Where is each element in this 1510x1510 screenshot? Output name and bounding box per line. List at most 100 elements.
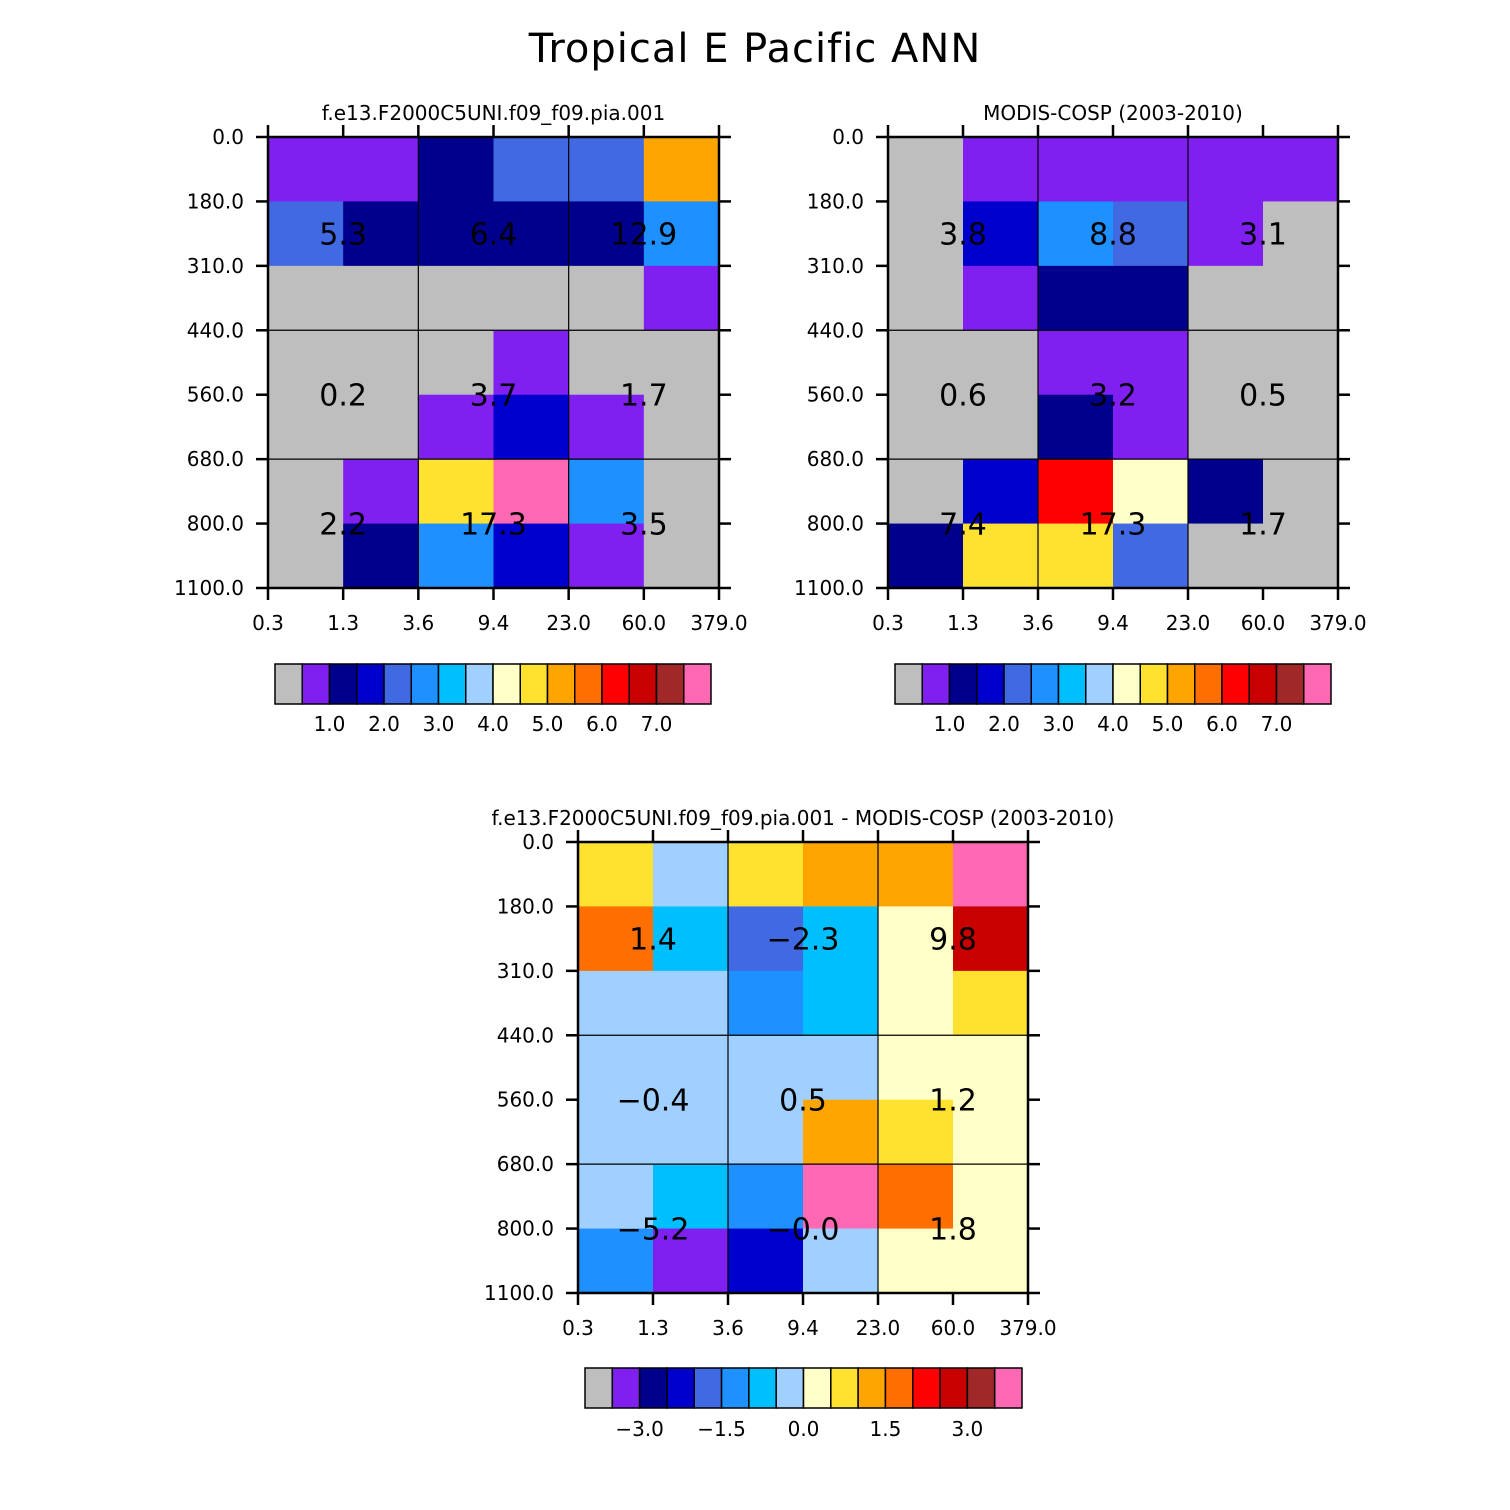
heatmap-cell — [343, 330, 419, 396]
colorbar-swatch — [519, 663, 549, 705]
heatmap-cell — [343, 201, 419, 267]
colorbar-swatch — [775, 1367, 805, 1409]
colorbar-swatch — [301, 663, 331, 705]
x-tick-label: 0.3 — [252, 611, 284, 635]
colorbar-swatch — [693, 1367, 723, 1409]
heatmap-cell — [493, 265, 570, 331]
heatmap-cell — [1113, 459, 1189, 525]
x-tick-label: 1.3 — [637, 1316, 669, 1340]
colorbar-swatch — [720, 1367, 750, 1409]
cell-value-label: 0.6 — [939, 379, 987, 414]
cell-value-label: 6.4 — [470, 218, 518, 253]
heatmap-cell — [803, 1099, 879, 1165]
cell-value-label: 0.5 — [1239, 379, 1287, 414]
colorbar-swatch — [884, 1367, 914, 1409]
colorbar-tick-label: 5.0 — [1152, 712, 1184, 736]
heatmap-cell — [653, 1099, 729, 1165]
colorbar: 1.0 2.0 3.0 4.0 5.0 6.0 7.0 — [894, 663, 1332, 736]
y-tick-label: 180.0 — [807, 189, 864, 213]
heatmap-cell — [888, 523, 964, 589]
y-tick-label: 0.0 — [212, 125, 244, 149]
heatmap-cell — [653, 842, 729, 908]
heatmap-cell — [1263, 459, 1339, 525]
cell-value-label: −0.0 — [767, 1213, 840, 1248]
y-tick-label: 680.0 — [807, 447, 864, 471]
colorbar-tick-label: 5.0 — [532, 712, 564, 736]
heatmap-cell — [493, 137, 570, 203]
y-tick-label: 680.0 — [497, 1152, 554, 1176]
heatmap-cell — [343, 459, 419, 525]
colorbar-swatch — [465, 663, 494, 705]
heatmap-cell — [343, 137, 419, 203]
colorbar-swatch — [1085, 663, 1114, 705]
panel-title: f.e13.F2000C5UNI.f09_f09.pia.001 - MODIS… — [492, 806, 1115, 830]
cell-value-label: −2.3 — [767, 923, 840, 958]
heatmap-cell — [653, 1035, 729, 1101]
y-tick-label: 560.0 — [187, 383, 244, 407]
heatmap-cell — [643, 265, 720, 331]
heatmap-cell — [1188, 330, 1264, 396]
heatmap-cell — [493, 523, 570, 589]
panel-1: f.e13.F2000C5UNI.f09_f09.pia.001 5.3 6.4 12… — [174, 101, 748, 736]
colorbar-swatch — [666, 1367, 695, 1409]
colorbar-swatch — [966, 1367, 996, 1409]
heatmap-cell — [568, 394, 645, 460]
colorbar-tick-label: 0.0 — [788, 1417, 820, 1441]
heatmap-cell — [963, 265, 1039, 331]
colorbar-tick-label: 4.0 — [477, 712, 509, 736]
heatmap-cell — [1113, 523, 1189, 589]
heatmap-cell — [1188, 201, 1264, 267]
x-tick-label: 0.3 — [562, 1316, 594, 1340]
colorbar-swatch — [1248, 663, 1278, 705]
heatmap-cell — [1038, 394, 1114, 460]
heatmap-cell — [578, 906, 654, 972]
heatmap-cell — [1188, 265, 1264, 331]
colorbar-tick-label: 1.5 — [870, 1417, 902, 1441]
colorbar-swatch — [1003, 663, 1032, 705]
heatmap-cell — [653, 906, 729, 972]
heatmap-cell — [1038, 201, 1114, 267]
x-tick-label: 60.0 — [931, 1316, 976, 1340]
heatmap-cell — [1038, 330, 1114, 396]
colorbar-swatch — [683, 663, 712, 705]
colorbar: 1.0 2.0 3.0 4.0 5.0 6.0 7.0 — [274, 663, 712, 736]
panel-title: MODIS-COSP (2003-2010) — [983, 101, 1243, 125]
heatmap-cell — [728, 906, 804, 972]
colorbar-swatch — [1112, 663, 1141, 705]
x-tick-label: 60.0 — [622, 611, 667, 635]
cell-value-label: 7.4 — [939, 508, 987, 543]
heatmap-cell — [878, 906, 954, 972]
heatmap-cell — [888, 330, 964, 396]
colorbar: −3.0 −1.5 0.0 1.5 3.0 — [584, 1367, 1023, 1441]
heatmap-cell — [888, 201, 964, 267]
cell-value-label: 5.3 — [319, 218, 367, 253]
colorbar-swatch — [574, 663, 603, 705]
heatmap-cell — [653, 1228, 729, 1294]
colorbar-swatch — [993, 1367, 1023, 1409]
x-tick-label: 60.0 — [1241, 611, 1286, 635]
heatmap-cell — [728, 970, 804, 1036]
x-tick-label: 3.6 — [402, 611, 434, 635]
y-tick-label: 800.0 — [187, 512, 244, 536]
colorbar-swatch — [492, 663, 521, 705]
heatmap-cell — [728, 1228, 804, 1294]
cell-value-label: 1.4 — [629, 923, 677, 958]
y-tick-label: 1100.0 — [794, 576, 864, 600]
figure-title: Tropical E Pacific ANN — [528, 26, 982, 72]
colorbar-swatch — [601, 663, 630, 705]
heatmap-cell — [888, 265, 964, 331]
y-tick-label: 180.0 — [187, 189, 244, 213]
y-tick-label: 310.0 — [807, 254, 864, 278]
x-tick-label: 1.3 — [947, 611, 979, 635]
heatmap-cell — [963, 523, 1039, 589]
heatmap-cell — [418, 137, 495, 203]
colorbar-swatch — [857, 1367, 887, 1409]
heatmap-cell — [568, 330, 645, 396]
heatmap-cell — [653, 970, 729, 1036]
heatmap-cell — [1113, 330, 1189, 396]
x-tick-label: 379.0 — [690, 611, 747, 635]
heatmap-cell — [1188, 523, 1264, 589]
heatmap-cell — [953, 1228, 1029, 1294]
y-tick-label: 440.0 — [807, 318, 864, 342]
heatmap-cell — [878, 1099, 954, 1165]
